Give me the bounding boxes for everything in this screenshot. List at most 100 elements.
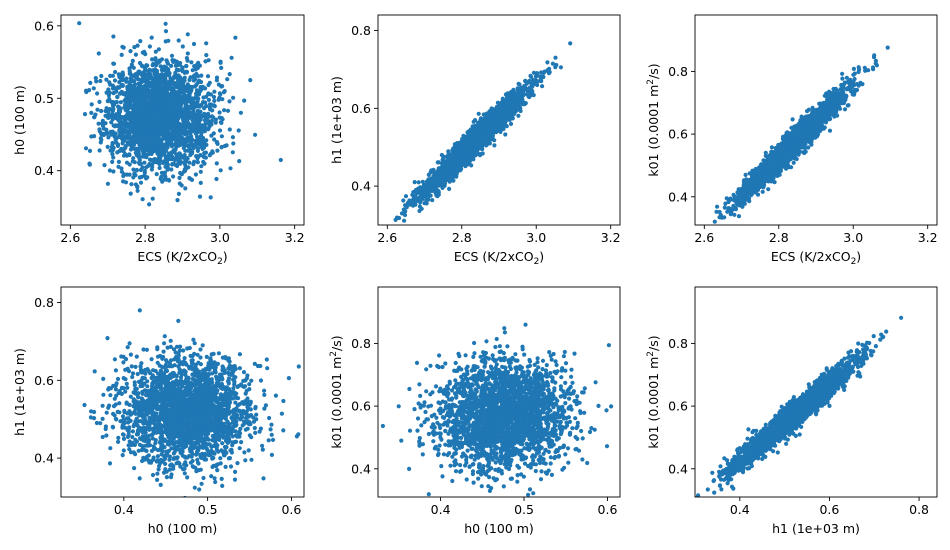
scatter-point: [163, 130, 168, 135]
scatter-point: [123, 102, 128, 107]
scatter-point: [169, 167, 174, 172]
scatter-point: [540, 84, 545, 89]
scatter-point: [138, 105, 143, 110]
scatter-point: [183, 93, 188, 98]
scatter-point: [162, 147, 167, 153]
scatter-point: [178, 156, 183, 161]
scatter-point: [114, 100, 119, 105]
scatter-point: [531, 93, 536, 98]
scatter-point: [162, 152, 167, 158]
scatter-point: [196, 127, 201, 132]
scatter-point: [93, 76, 98, 81]
scatter-point: [127, 66, 132, 71]
scatter-point: [149, 158, 155, 163]
scatter-point: [485, 113, 490, 118]
scatter-point: [207, 122, 212, 127]
scatter-point: [157, 137, 162, 142]
scatter-point: [212, 137, 217, 142]
scatter-point: [116, 116, 121, 121]
scatter-point: [107, 90, 112, 95]
scatter-point: [87, 88, 92, 93]
scatter-point: [110, 152, 115, 157]
scatter-point: [208, 195, 213, 200]
scatter-point: [131, 175, 136, 180]
scatter-point: [161, 133, 166, 138]
scatter-point: [184, 64, 189, 69]
scatter-point: [153, 125, 158, 130]
scatter-point: [138, 167, 143, 173]
scatter-point: [97, 148, 102, 153]
scatter-point: [440, 185, 445, 190]
scatter-point: [504, 108, 509, 113]
scatter-point: [568, 41, 573, 46]
scatter-point: [123, 114, 128, 119]
scatter-point: [188, 126, 193, 131]
scatter-point: [231, 95, 236, 100]
scatter-point: [411, 203, 416, 208]
scatter-point: [112, 124, 117, 129]
scatter-point: [121, 120, 126, 125]
scatter-point: [190, 129, 195, 134]
scatter-point: [218, 120, 223, 125]
scatter-point: [142, 127, 147, 132]
scatter-point: [219, 145, 224, 150]
scatter-point: [128, 93, 133, 99]
scatter-point: [99, 108, 104, 114]
scatter-point: [426, 197, 431, 202]
scatter-point: [159, 91, 164, 96]
scatter-point: [154, 59, 159, 64]
scatter-points: [77, 15, 283, 207]
scatter-point: [105, 144, 110, 149]
scatter-point: [108, 148, 113, 153]
scatter-point: [473, 118, 478, 123]
scatter-point: [185, 82, 190, 87]
scatter-point: [201, 100, 206, 105]
scatter-point: [131, 128, 137, 134]
scatter-point: [214, 161, 219, 166]
scatter-point: [193, 131, 199, 136]
scatter-point: [113, 69, 118, 75]
scatter-point: [98, 78, 103, 84]
scatter-point: [102, 163, 107, 168]
scatter-point: [155, 83, 160, 88]
scatter-point: [236, 128, 241, 133]
scatter-point: [173, 162, 178, 167]
scatter-point: [128, 118, 133, 123]
scatter-point: [476, 120, 482, 125]
scatter-point: [198, 87, 204, 93]
scatter-point: [157, 165, 162, 171]
scatter-point: [149, 167, 154, 172]
scatter-point: [185, 51, 190, 56]
scatter-point: [150, 87, 155, 92]
scatter-point: [166, 38, 171, 43]
scatter-point: [119, 75, 124, 81]
scatter-point: [217, 91, 222, 96]
scatter-point: [211, 94, 217, 100]
scatter-point: [177, 181, 182, 186]
scatter-point: [87, 148, 93, 153]
scatter-point: [278, 157, 283, 163]
scatter-point: [135, 188, 140, 193]
scatter-point: [553, 55, 558, 60]
scatter-point: [196, 117, 202, 122]
scatter-point: [138, 139, 143, 144]
scatter-point: [128, 191, 133, 196]
scatter-point: [191, 41, 197, 47]
scatter-point: [201, 145, 207, 150]
scatter-point: [189, 99, 194, 104]
scatter-point: [133, 119, 138, 124]
scatter-point: [169, 53, 175, 58]
scatter-point: [515, 86, 520, 91]
scatter-point: [182, 153, 187, 158]
scatter-point: [125, 88, 131, 93]
scatter-point: [203, 86, 208, 91]
scatter-point: [110, 115, 115, 120]
scatter-point: [82, 112, 88, 117]
scatter-point: [169, 150, 174, 155]
scatter-point: [77, 21, 82, 26]
scatter-point: [206, 97, 211, 102]
scatter-point: [214, 176, 219, 182]
scatter-point: [437, 176, 442, 181]
scatter-point: [169, 140, 174, 145]
